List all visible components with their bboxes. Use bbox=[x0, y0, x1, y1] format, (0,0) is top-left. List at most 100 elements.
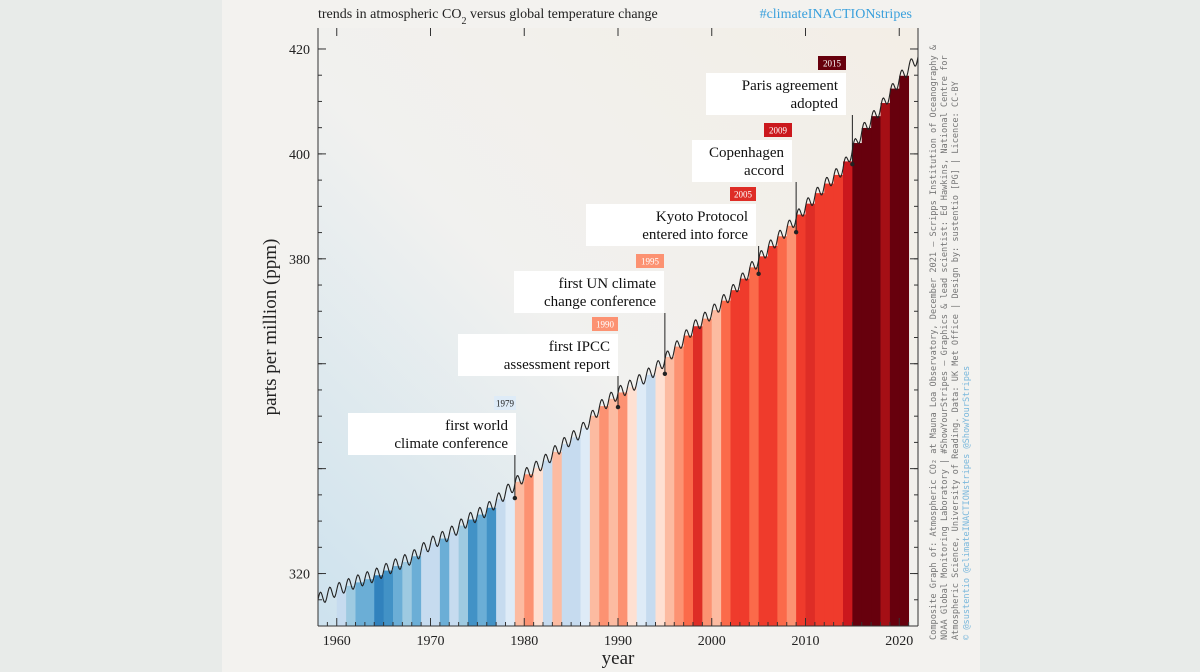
stripe-1984 bbox=[561, 444, 572, 626]
annotation-dot bbox=[793, 229, 799, 235]
annotation-line-2: entered into force bbox=[642, 227, 748, 243]
annotation-2015: 2015 Paris agreement adopted bbox=[706, 56, 855, 167]
annotation-line-2: adopted bbox=[791, 96, 839, 112]
stripe-1962 bbox=[355, 582, 366, 626]
stripe-1975 bbox=[477, 514, 488, 626]
stripe-1983 bbox=[552, 451, 563, 626]
credits-line-1: Composite Graph of: Atmospheric CO₂ at M… bbox=[929, 44, 939, 640]
stripe-2002 bbox=[730, 290, 741, 626]
annotation-1990: 1990 first IPCC assessment report bbox=[458, 317, 621, 410]
annotation-year-tag bbox=[818, 56, 846, 70]
chart-title-sub: 2 bbox=[461, 16, 466, 27]
annotation-2005: 2005 Kyoto Protocol entered into force bbox=[586, 187, 761, 277]
annotation-line-1: Copenhagen bbox=[709, 145, 784, 161]
chart-title: trends in atmospheric CO2 versus global … bbox=[318, 7, 658, 27]
stripe-2019 bbox=[889, 88, 900, 626]
x-axis-label: year bbox=[602, 648, 635, 669]
annotation-year-tag bbox=[730, 187, 756, 201]
annotation-line-1: first IPCC bbox=[549, 339, 610, 355]
credits-line-2: NOAA Global Monitoring Laboratory | #Sho… bbox=[940, 55, 950, 640]
annotation-line-1: Paris agreement bbox=[742, 78, 839, 94]
annotation-line-2: accord bbox=[744, 163, 784, 179]
credits-line-4: © @sustentio @climateINACTIONstripes @Sh… bbox=[962, 366, 972, 640]
annotation-2009: 2009 Copenhagen accord bbox=[692, 123, 799, 235]
stripe-1991 bbox=[627, 387, 638, 626]
credits-block: Composite Graph of: Atmospheric CO₂ at M… bbox=[929, 44, 972, 640]
stripe-1969 bbox=[421, 549, 431, 626]
annotation-box bbox=[348, 413, 516, 455]
stripe-1976 bbox=[486, 507, 497, 626]
y-tick-label-320: 320 bbox=[289, 568, 310, 583]
stripe-1961 bbox=[346, 585, 356, 626]
stripe-1982 bbox=[543, 460, 553, 626]
stripe-2004 bbox=[749, 267, 760, 626]
annotation-box bbox=[514, 271, 664, 313]
x-tick-label-1990: 1990 bbox=[604, 634, 632, 649]
stripe-1994 bbox=[655, 366, 666, 626]
stripe-1965 bbox=[383, 570, 394, 626]
annotation-line-1: Kyoto Protocol bbox=[656, 209, 748, 225]
hashtag-link[interactable]: #climateINACTIONstripes bbox=[760, 7, 912, 22]
annotations: 1979 first world climate conference 1990 fir… bbox=[348, 56, 855, 501]
stripe-1998 bbox=[693, 326, 703, 626]
annotation-year-label: 2005 bbox=[734, 190, 753, 200]
x-tick-label-2020: 2020 bbox=[885, 634, 913, 649]
stripe-1970 bbox=[430, 543, 441, 626]
annotation-year-tag bbox=[764, 123, 792, 137]
annotation-box bbox=[586, 204, 756, 246]
y-tick-label-420: 420 bbox=[289, 43, 310, 58]
annotation-year-label: 2015 bbox=[823, 59, 842, 69]
stripe-2015 bbox=[852, 143, 863, 627]
stripe-1988 bbox=[599, 406, 610, 626]
y-tick-label-380: 380 bbox=[289, 253, 310, 268]
stripe-2016 bbox=[861, 127, 872, 626]
stripe-1972 bbox=[449, 532, 460, 626]
stripe-2013 bbox=[833, 174, 844, 626]
credits-line-3: Atmospheric Science, University of Readi… bbox=[951, 80, 961, 640]
annotation-dot bbox=[662, 371, 668, 376]
annotation-year-label: 1979 bbox=[496, 399, 515, 409]
stripe-1960 bbox=[336, 589, 347, 626]
stripe-1973 bbox=[458, 525, 469, 626]
y-tick-label-400: 400 bbox=[289, 148, 310, 163]
stripe-1963 bbox=[364, 579, 375, 626]
annotation-line-2: assessment report bbox=[504, 357, 611, 373]
stripe-1981 bbox=[533, 468, 544, 626]
stripe-2020 bbox=[899, 75, 910, 626]
stripe-1966 bbox=[393, 566, 403, 626]
stripe-1993 bbox=[646, 374, 656, 626]
stripe-2009 bbox=[796, 214, 806, 627]
annotation-box bbox=[706, 73, 846, 115]
chart-title-prefix: trends in atmospheric CO bbox=[318, 7, 461, 22]
stripe-1980 bbox=[524, 474, 535, 626]
stripe-1990 bbox=[618, 392, 628, 626]
stripe-1971 bbox=[439, 538, 450, 626]
annotation-1995: 1995 first UN climate change conference bbox=[514, 254, 668, 376]
stripe-2007 bbox=[777, 236, 788, 627]
stripe-2014 bbox=[843, 161, 853, 626]
x-tick-label-1980: 1980 bbox=[510, 634, 538, 649]
stripe-2011 bbox=[814, 193, 825, 626]
stripe-1987 bbox=[589, 415, 600, 626]
annotation-box bbox=[458, 334, 618, 376]
annotation-line-2: climate conference bbox=[394, 436, 508, 452]
annotation-dot bbox=[756, 271, 761, 277]
stripe-1996 bbox=[674, 346, 685, 626]
annotation-line-2: change conference bbox=[544, 294, 656, 310]
x-tick-label-1960: 1960 bbox=[323, 634, 351, 649]
stripe-1992 bbox=[636, 381, 647, 626]
stripe-2018 bbox=[880, 103, 891, 627]
stripe-2008 bbox=[786, 225, 797, 626]
annotation-line-1: first world bbox=[445, 418, 508, 434]
chart-title-suffix: versus global temperature change bbox=[466, 7, 657, 22]
stripe-2012 bbox=[824, 183, 835, 626]
annotation-year-tag bbox=[494, 396, 516, 410]
stripe-2001 bbox=[721, 300, 731, 626]
stripe-1989 bbox=[608, 398, 619, 626]
annotation-dot bbox=[850, 162, 855, 167]
stripe-1979 bbox=[514, 481, 525, 626]
stripe-2006 bbox=[768, 245, 778, 626]
y-axis-label: parts per million (ppm) bbox=[260, 239, 281, 416]
stripe-1978 bbox=[505, 490, 516, 626]
